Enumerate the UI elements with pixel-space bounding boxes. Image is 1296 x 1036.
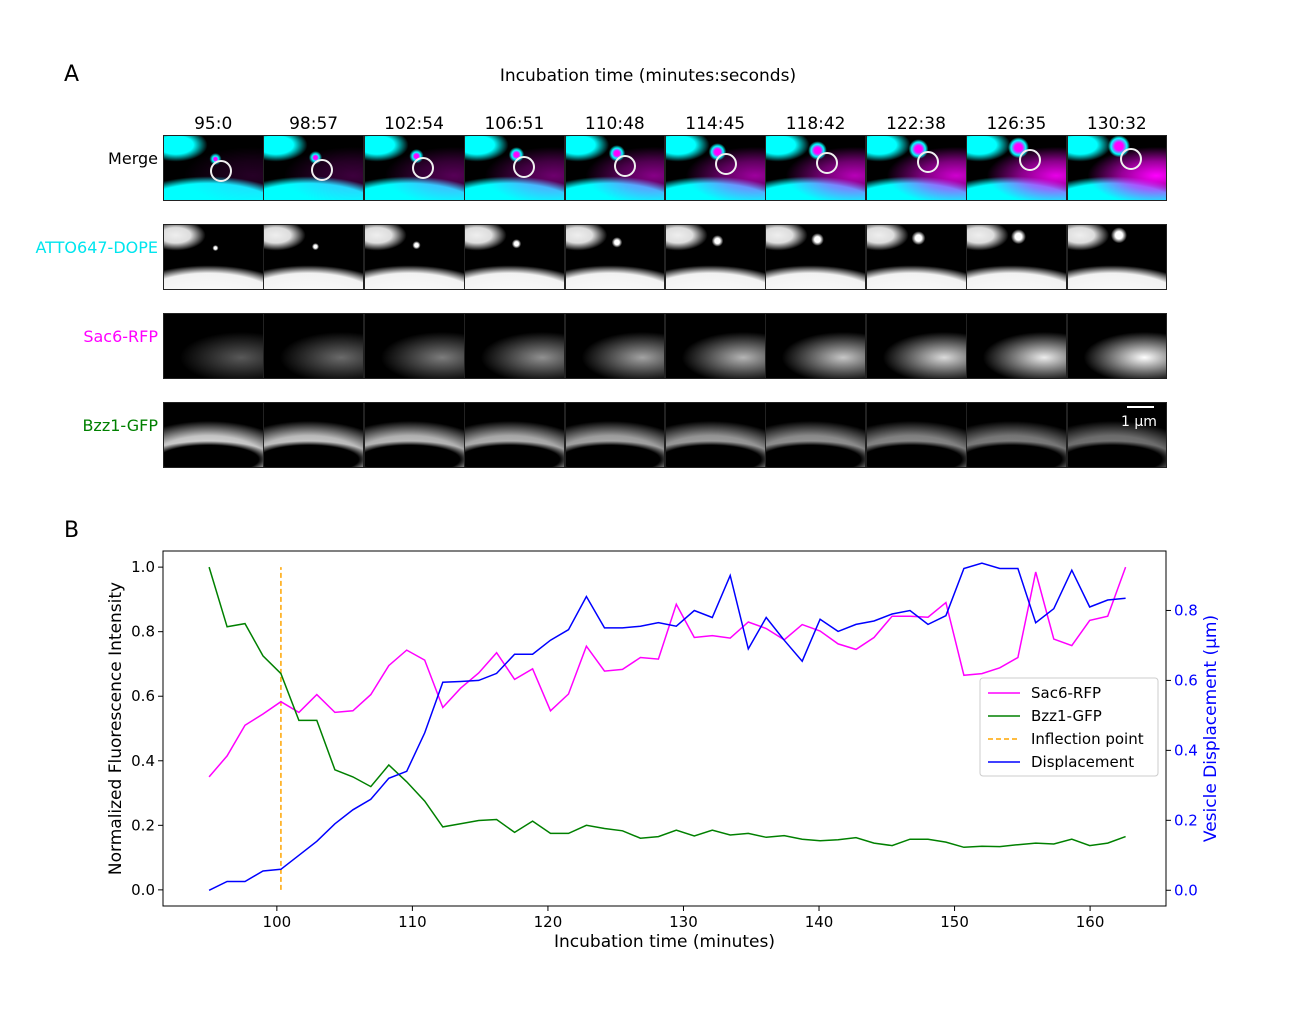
y-tick-label: 0.2: [131, 816, 155, 834]
y2-tick-label: 0.6: [1174, 671, 1198, 689]
y-tick-label: 1.0: [131, 558, 155, 576]
sac6-tile: [464, 313, 566, 379]
x-tick-label: 150: [940, 913, 969, 931]
row-label-atto647-dope: ATTO647-DOPE: [35, 238, 158, 257]
atto647-tile: [966, 224, 1068, 290]
sac6-tile: [363, 313, 465, 379]
timepoint-label: 126:35: [986, 114, 1047, 134]
merge-tile: [765, 135, 867, 201]
row-label-bzz1-gfp: Bzz1-GFP: [82, 416, 158, 435]
series-line-displacement: [208, 562, 1126, 891]
merge-tile: [966, 135, 1068, 201]
y-tick-label: 0.8: [131, 623, 155, 641]
sac6-tile: [263, 313, 365, 379]
row-label-sac6-rfp: Sac6-RFP: [83, 327, 158, 346]
merge-tile: [464, 135, 566, 201]
sac6-tile: [665, 313, 766, 379]
atto647-tile: [363, 224, 465, 290]
timepoint-label: 118:42: [785, 114, 846, 134]
sac6-tile: [564, 313, 666, 379]
y2-tick-label: 0.4: [1174, 741, 1198, 759]
x-tick-label: 120: [534, 913, 563, 931]
y2-axis-label: Vesicle Displacement (μm): [1201, 615, 1221, 842]
y-tick-label: 0.4: [131, 752, 155, 770]
vesicle-circle-marker: [1018, 149, 1041, 172]
vesicle-circle-marker: [210, 160, 232, 182]
bzz1-tile: [564, 402, 666, 468]
vesicle-circle-marker: [412, 157, 435, 180]
timepoint-label: 114:45: [685, 114, 746, 134]
timepoint-label: 110:48: [584, 114, 645, 134]
vesicle-circle-marker: [1119, 148, 1142, 170]
bzz1-tile: [966, 402, 1068, 468]
y-tick-label: 0.6: [131, 687, 155, 705]
panel-a-header: Incubation time (minutes:seconds): [499, 66, 797, 86]
series-line-sac6-rfp: [208, 566, 1127, 778]
scale-bar: [1127, 406, 1154, 408]
vesicle-circle-marker: [816, 152, 839, 174]
atto647-tile: [665, 224, 766, 290]
atto647-tile: [564, 224, 666, 290]
y2-tick-label: 0.8: [1174, 601, 1198, 619]
atto647-tile: [163, 224, 264, 290]
sac6-tile: [966, 313, 1068, 379]
legend-entry: Bzz1-GFP: [1031, 707, 1102, 725]
atto647-tile: [263, 224, 365, 290]
legend-entry: Inflection point: [1031, 730, 1144, 748]
bzz1-tile: [163, 402, 264, 468]
merge-tile: [865, 135, 967, 201]
vesicle-circle-marker: [513, 156, 536, 178]
bzz1-tile: [263, 402, 365, 468]
panel-b-letter: B: [64, 518, 80, 543]
merge-tile: [1066, 135, 1168, 201]
bzz1-tile: [1066, 402, 1168, 468]
x-axis-label: Incubation time (minutes): [554, 932, 775, 952]
merge-tile: [163, 135, 264, 201]
merge-tile: [665, 135, 766, 201]
timepoint-label: 106:51: [484, 114, 545, 134]
y2-tick-label: 0.2: [1174, 811, 1198, 829]
timepoint-label: 95:0: [194, 114, 233, 134]
x-tick-label: 140: [805, 913, 834, 931]
bzz1-tile: [865, 402, 967, 468]
atto647-tile: [464, 224, 566, 290]
timepoint-label: 98:57: [289, 114, 339, 134]
x-tick-label: 110: [398, 913, 427, 931]
series-line-bzz1-gfp: [208, 566, 1126, 849]
legend-entry: Displacement: [1031, 753, 1134, 771]
row-label-merge: Merge: [108, 149, 158, 168]
bzz1-tile: [665, 402, 766, 468]
bzz1-tile: [464, 402, 566, 468]
y-tick-label: 0.0: [131, 881, 155, 899]
legend-entry: Sac6-RFP: [1031, 684, 1101, 702]
x-tick-label: 100: [263, 913, 292, 931]
legend-box: [979, 677, 1159, 777]
sac6-tile: [163, 313, 264, 379]
merge-tile: [564, 135, 666, 201]
y-axis-label: Normalized Fluorescence Intensity: [106, 582, 126, 875]
timepoint-label: 122:38: [886, 114, 946, 134]
timepoint-label: 102:54: [384, 114, 444, 134]
y2-tick-label: 0.0: [1174, 881, 1198, 899]
x-tick-label: 160: [1076, 913, 1105, 931]
timepoint-label: 130:32: [1086, 114, 1147, 134]
bzz1-tile: [363, 402, 465, 468]
vesicle-circle-marker: [614, 154, 637, 177]
vesicle-circle-marker: [917, 150, 940, 173]
sac6-tile: [765, 313, 867, 379]
vesicle-circle-marker: [311, 158, 334, 181]
bzz1-tile: [765, 402, 867, 468]
atto647-tile: [1066, 224, 1168, 290]
atto647-tile: [865, 224, 967, 290]
merge-tile: [263, 135, 365, 201]
panel-a-letter: A: [64, 62, 80, 87]
vesicle-circle-marker: [715, 153, 738, 176]
plot-frame: [162, 550, 1167, 907]
atto647-tile: [765, 224, 867, 290]
sac6-tile: [865, 313, 967, 379]
x-tick-label: 130: [669, 913, 698, 931]
scale-bar-label: 1 μm: [1121, 414, 1157, 430]
sac6-tile: [1066, 313, 1168, 379]
